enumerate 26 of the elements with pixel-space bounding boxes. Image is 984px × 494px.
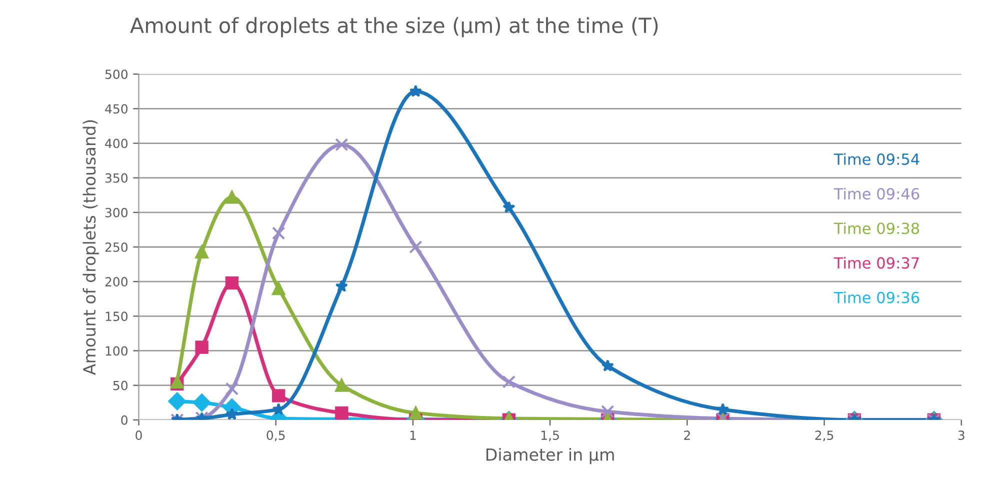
y-tick-label: 450 — [105, 104, 128, 114]
text: Time 09:38 — [834, 222, 920, 234]
y-tick-label: 500 — [105, 70, 128, 80]
text: Time 09:46 — [834, 188, 920, 200]
y-tick-label: 150 — [106, 312, 128, 322]
x-tick-label: 1 — [410, 430, 416, 440]
x-axis-title: Diameter in µm — [486, 448, 614, 464]
y-tick-label: 250 — [105, 242, 128, 252]
text: Time 09:54 — [834, 153, 920, 165]
y-tick-label: 100 — [106, 346, 128, 356]
x-tick-label: 1,5 — [541, 430, 559, 442]
x-tick-label: 2 — [684, 430, 690, 440]
text: Time 09:36 — [834, 291, 920, 304]
y-tick-label: 350 — [105, 173, 128, 183]
x-tick-label: 0 — [136, 430, 142, 440]
y-axis-title: Amount of droplets (thousand) — [82, 120, 99, 376]
chart-title: Amount of droplets at the size (µm) at the time (T) — [130, 17, 658, 38]
y-tick-label: 50 — [113, 380, 128, 390]
y-tick-label: 400 — [105, 138, 128, 148]
x-tick-label: 3 — [958, 430, 964, 440]
y-tick-label: 0 — [121, 415, 128, 425]
x-tick-label: 2,5 — [815, 430, 834, 442]
y-tick-label: 200 — [105, 277, 128, 287]
text: Time 09:37 — [834, 256, 919, 269]
x-tick-label: 0,5 — [266, 430, 285, 442]
y-tick-label: 300 — [105, 208, 128, 218]
